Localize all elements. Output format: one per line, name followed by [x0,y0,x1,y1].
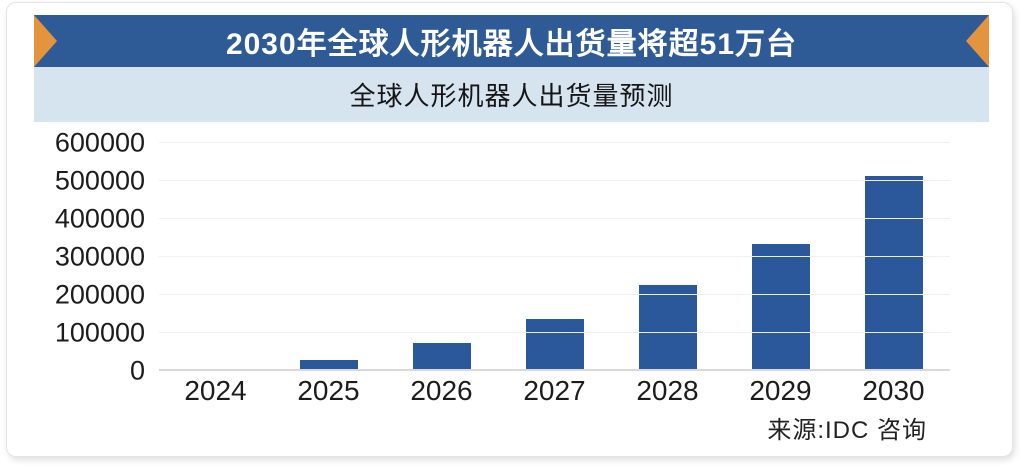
bar-2026 [412,343,471,371]
x-tick-label: 2026 [410,375,473,406]
x-tick-label: 2027 [523,375,586,406]
title-banner: 2030年全球人形机器人出货量将超51万台 [34,15,989,67]
x-tick-label: 2028 [636,375,699,406]
bar-column [159,143,272,371]
bar-column [724,143,837,371]
y-tick-label: 300000 [54,241,145,272]
bar-columns [159,143,950,371]
y-tick-label: 600000 [54,127,145,158]
infographic-card: 2030年全球人形机器人出货量将超51万台 全球人形机器人出货量预测 0 1000… [6,2,1013,457]
x-tick-label: 2029 [749,375,812,406]
bar-column [837,143,950,371]
plot-area [159,142,950,371]
y-tick-label: 500000 [54,165,145,196]
bar-column [498,143,611,371]
gridline [159,256,950,257]
chart-title: 全球人形机器人出货量预测 [349,81,674,111]
y-tick-label: 100000 [54,317,145,348]
page-title: 2030年全球人形机器人出货量将超51万台 [225,28,798,61]
y-tick-label: 400000 [54,203,145,234]
y-tick-label: 200000 [54,279,145,310]
x-tick-label: 2024 [184,375,247,406]
ribbon-right-icon [966,15,989,67]
bar-2028 [638,285,697,371]
bar-column [611,143,724,371]
bar-chart: 0 100000 200000 300000 400000 500000 600000 [34,128,950,386]
gridline [159,142,950,143]
chart-subtitle-band: 全球人形机器人出货量预测 [34,67,989,122]
y-tick-label: 0 [129,355,145,386]
gridline [159,218,950,220]
source-label: 来源:IDC 咨询 [767,417,927,444]
bar-2030 [864,175,923,371]
source-row: 来源:IDC 咨询 [7,410,927,445]
bar-column [385,143,498,371]
bar-2027 [525,318,584,371]
x-axis-labels: 2024 2025 2026 2027 2028 2029 2030 [159,375,950,407]
bar-2025 [299,360,358,371]
bar-2029 [751,244,810,371]
x-tick-label: 2030 [862,375,925,406]
y-axis: 0 100000 200000 300000 400000 500000 600000 [34,128,159,386]
gridline [159,180,950,181]
bar-column [272,143,385,371]
x-axis-line [159,369,950,371]
x-tick-label: 2025 [297,375,360,406]
gridline [159,332,950,334]
gridline [159,294,950,296]
ribbon-left-icon [34,15,57,67]
